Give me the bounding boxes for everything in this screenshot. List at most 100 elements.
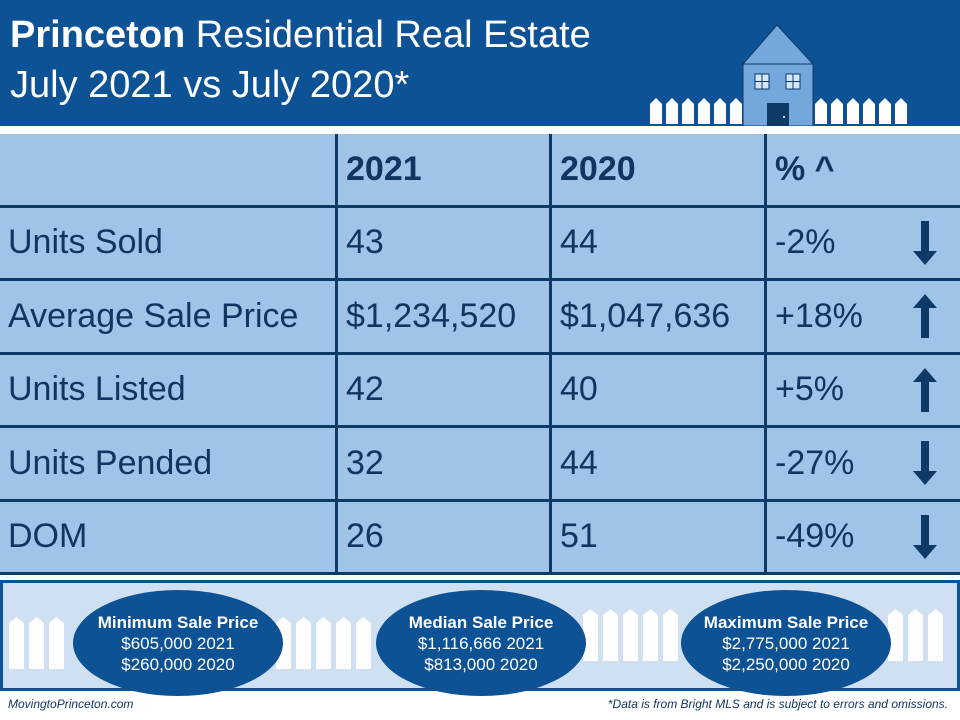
value-2021: $1,234,520 (338, 281, 549, 352)
picket (336, 617, 351, 669)
value-2020-text: $1,047,636 (560, 296, 731, 335)
disclaimer: *Data is from Bright MLS and is subject … (607, 697, 948, 711)
row-label-text: Units Sold (8, 223, 163, 262)
percent-change: -2% (767, 207, 960, 278)
summary-line1: $1,116,666 2021 (417, 633, 545, 653)
arrow-up-icon (913, 367, 937, 412)
value-2021: 43 (338, 207, 549, 278)
summary-line2: $813,000 2020 (424, 654, 538, 674)
picket (650, 98, 662, 124)
row-label: Units Pended (0, 428, 335, 499)
picket (623, 609, 638, 661)
value-2020-text: 40 (560, 370, 598, 409)
row-label-text: Average Sale Price (8, 296, 299, 335)
percent-change: +5% (767, 354, 960, 425)
picket (603, 609, 618, 661)
summary-line2: $260,000 2020 (121, 654, 235, 674)
value-2020: $1,047,636 (552, 281, 764, 352)
percent-change-text: -27% (775, 443, 855, 482)
value-2021-text: 32 (346, 443, 384, 482)
page-title: Princeton Residential Real Estate (10, 14, 591, 56)
column-header-text: 2020 (560, 149, 636, 188)
summary-oval: Median Sale Price $1,116,666 2021 $813,000… (376, 590, 586, 696)
summary-oval: Maximum Sale Price $2,775,000 2021 $2,250,… (681, 590, 891, 696)
value-2021: 42 (338, 354, 549, 425)
percent-change: -27% (767, 428, 960, 499)
summary-line1: $605,000 2021 (121, 633, 235, 653)
picket (928, 609, 943, 661)
picket (847, 98, 859, 124)
row-label-text: Units Pended (8, 443, 213, 482)
percent-change: -49% (767, 501, 960, 572)
picket (879, 98, 891, 124)
value-2021: 26 (338, 501, 549, 572)
value-2021-text: $1,234,520 (346, 296, 517, 335)
value-2021-text: 43 (346, 223, 384, 262)
house-fence-icon (650, 24, 907, 126)
stats-table: 2021 2020 % ^ Units Sold 43 44 -2% Average Sale… (0, 134, 960, 575)
summary-panel: Minimum Sale Price $605,000 2021 $260,000 … (0, 580, 960, 696)
picket (815, 98, 827, 124)
picket (863, 98, 875, 124)
summary-line2: $2,250,000 2020 (722, 654, 850, 674)
picket (895, 98, 907, 124)
summary-line1: $2,775,000 2021 (722, 633, 850, 653)
page-subtitle: July 2021 vs July 2020* (10, 64, 410, 106)
summary-title: Minimum Sale Price (97, 612, 259, 632)
row-label: Units Listed (0, 354, 335, 425)
value-2020-text: 51 (560, 517, 598, 556)
site-link[interactable]: MovingtoPrinceton.com (8, 697, 134, 711)
value-2020-text: 44 (560, 223, 598, 262)
value-2021-text: 26 (346, 517, 384, 556)
summary-title: Maximum Sale Price (703, 612, 869, 632)
picket (714, 98, 726, 124)
column-header: 2021 (338, 134, 549, 205)
summary-title: Median Sale Price (408, 612, 554, 632)
row-label-text: Units Listed (8, 370, 186, 409)
header-banner: Princeton Residential Real Estate July 2… (0, 0, 960, 126)
row-label: DOM (0, 501, 335, 572)
percent-change-text: -49% (775, 517, 855, 556)
picket (356, 617, 371, 669)
arrow-down-icon (913, 514, 937, 559)
value-2021-text: 42 (346, 370, 384, 409)
picket (583, 609, 598, 661)
percent-change-text: +5% (775, 370, 844, 409)
value-2020: 44 (552, 207, 764, 278)
arrow-up-icon (913, 294, 937, 339)
picket (698, 98, 710, 124)
column-header: 2020 (552, 134, 764, 205)
picket (888, 609, 903, 661)
picket (643, 609, 658, 661)
percent-change: +18% (767, 281, 960, 352)
picket (316, 617, 331, 669)
arrow-down-icon (913, 441, 937, 486)
picket (682, 98, 694, 124)
picket (663, 609, 678, 661)
picket (730, 98, 742, 124)
column-header-text: 2021 (346, 149, 422, 188)
value-2020: 40 (552, 354, 764, 425)
picket (908, 609, 923, 661)
value-2020: 44 (552, 428, 764, 499)
arrow-down-icon (913, 220, 937, 265)
column-header (0, 134, 335, 205)
picket (666, 98, 678, 124)
percent-change-text: +18% (775, 296, 863, 335)
picket (831, 98, 843, 124)
percent-change-text: -2% (775, 223, 836, 262)
picket (49, 617, 64, 669)
column-header: % ^ (767, 134, 960, 205)
row-label-text: DOM (8, 517, 88, 556)
value-2020-text: 44 (560, 443, 598, 482)
value-2020: 51 (552, 501, 764, 572)
row-label: Units Sold (0, 207, 335, 278)
column-header-text: % ^ (775, 149, 835, 188)
picket (296, 617, 311, 669)
picket (29, 617, 44, 669)
summary-oval: Minimum Sale Price $605,000 2021 $260,000 … (73, 590, 283, 696)
fence-icon (9, 609, 943, 669)
row-label: Average Sale Price (0, 281, 335, 352)
picket (9, 617, 24, 669)
value-2021: 32 (338, 428, 549, 499)
